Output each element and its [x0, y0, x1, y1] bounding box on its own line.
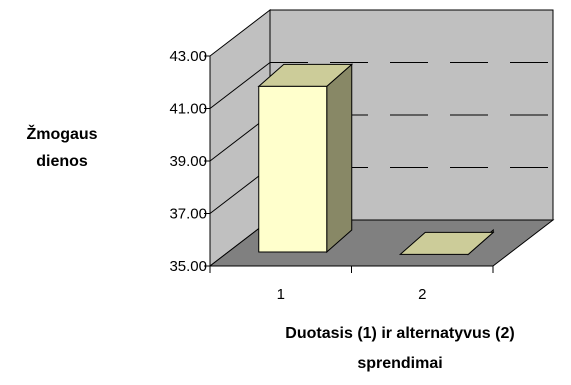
y-tick-label: 37.00 [169, 206, 207, 223]
y-tick-label: 41.00 [169, 101, 207, 118]
bar-side [326, 63, 353, 254]
y-axis-label-line-2: dienos [36, 153, 88, 170]
bar [398, 228, 495, 256]
x-axis-label-line-1: Duotasis (1) ir alternatyvus (2) [285, 325, 514, 342]
bar-front [258, 85, 328, 253]
y-tick-labels: 35.00 37.00 39.00 41.00 43.00 [169, 48, 207, 275]
x-tick-label: 1 [277, 286, 285, 303]
y-axis-label-line-1: Žmogaus [26, 124, 97, 143]
bars [257, 63, 495, 256]
bar [257, 63, 354, 254]
bar-top [398, 231, 495, 255]
y-tick-label: 35.00 [169, 258, 207, 275]
y-tick-label: 43.00 [169, 48, 207, 65]
x-tick-label: 2 [418, 286, 426, 303]
grid-line-side [209, 62, 271, 109]
x-axis-label-line-2: sprendimai [357, 355, 442, 372]
axes [204, 55, 494, 273]
y-tick-label: 39.00 [169, 153, 207, 170]
